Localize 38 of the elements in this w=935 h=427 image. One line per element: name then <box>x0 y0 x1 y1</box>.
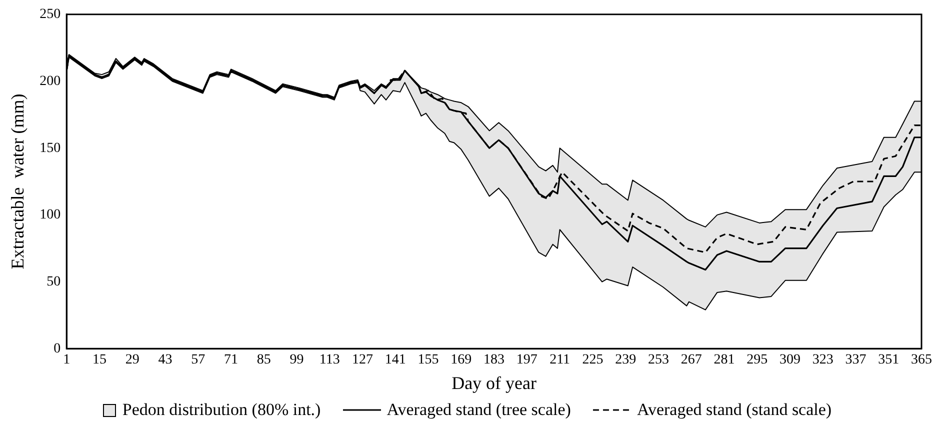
x-axis-title: Day of year <box>452 372 537 393</box>
x-tick-label: 267 <box>680 352 702 368</box>
x-tick-label: 1 <box>63 352 70 368</box>
x-tick-label: 141 <box>384 352 406 368</box>
x-tick-label: 239 <box>615 352 636 368</box>
y-tick-label: 100 <box>40 208 61 223</box>
x-tick-label: 281 <box>714 352 735 368</box>
x-tick-label: 29 <box>125 352 140 368</box>
x-tick-label: 365 <box>911 352 932 368</box>
x-tick-label: 197 <box>516 352 538 368</box>
x-tick-label: 71 <box>224 352 238 368</box>
x-tick-label: 127 <box>352 352 374 368</box>
legend-label: Averaged stand (stand scale) <box>636 400 832 420</box>
y-tick-label: 50 <box>46 274 61 290</box>
x-tick-label: 85 <box>256 352 271 368</box>
x-tick-label: 155 <box>418 352 439 368</box>
x-tick-label: 183 <box>484 352 505 368</box>
x-tick-label: 253 <box>648 352 669 368</box>
y-tick-label: 250 <box>40 7 61 22</box>
y-tick-label: 150 <box>40 140 61 156</box>
x-tick-label: 225 <box>582 352 604 368</box>
x-tick-label: 57 <box>191 352 206 368</box>
x-tick-label: 99 <box>290 352 304 368</box>
text: Pedon distribution (80% int.) <box>122 400 321 420</box>
x-tick-label: 15 <box>92 352 106 368</box>
x-tick-label: 337 <box>845 352 866 368</box>
x-tick-label: 211 <box>550 352 570 368</box>
x-tick-label: 295 <box>746 352 768 368</box>
y-axis-title: Extractable water (mm) <box>8 94 28 270</box>
x-tick-label: 43 <box>158 352 172 368</box>
x-tick-label: 169 <box>450 352 472 368</box>
legend-label: Averaged stand (tree scale) <box>386 400 571 420</box>
y-tick-label: 0 <box>54 341 61 356</box>
x-tick-label: 323 <box>812 352 834 368</box>
x-tick-label: 351 <box>878 352 900 368</box>
y-tick-label: 200 <box>40 74 61 89</box>
x-tick-label: 113 <box>319 352 340 368</box>
x-tick-label: 309 <box>779 352 800 368</box>
